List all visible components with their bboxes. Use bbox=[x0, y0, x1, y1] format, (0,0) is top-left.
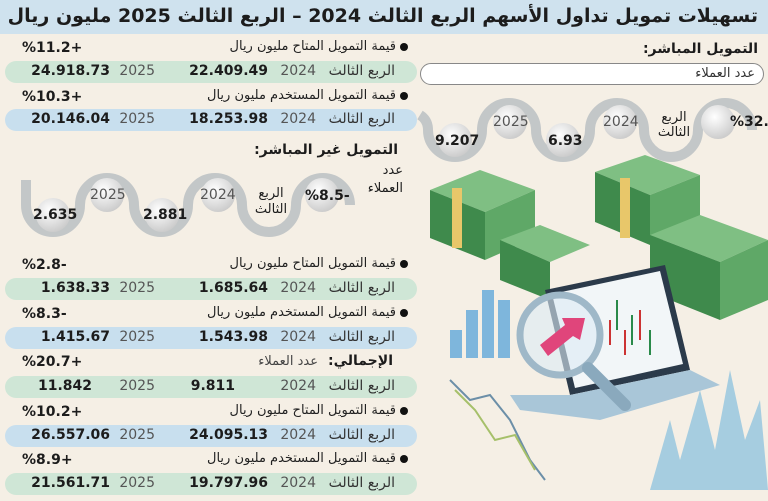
direct-year-2024: 2024 bbox=[603, 114, 639, 130]
magnifier-icon bbox=[516, 291, 631, 411]
value-2025: 21.561.71 bbox=[31, 475, 110, 491]
year-2024: 2024 bbox=[280, 111, 316, 127]
year-2025: 2025 bbox=[119, 63, 155, 79]
direct-clients-2025: 9.207 bbox=[435, 133, 480, 149]
year-2025: 2025 bbox=[119, 329, 155, 345]
direct-available-row: الربع الثالث 2024 22.409.49 2025 24.918.73 bbox=[5, 61, 417, 83]
value-2024: 18.253.98 bbox=[189, 111, 268, 127]
indirect-used-change: %8.3- bbox=[22, 306, 67, 322]
direct-heading: التمويل المباشر: bbox=[642, 41, 758, 57]
year-2025: 2025 bbox=[119, 475, 155, 491]
year-2024: 2024 bbox=[280, 475, 316, 491]
direct-used-change: %10.3+ bbox=[22, 89, 83, 105]
value-2025: 24.918.73 bbox=[31, 63, 110, 79]
total-heading: الإجمالي: bbox=[328, 353, 393, 369]
year-2025: 2025 bbox=[119, 280, 155, 296]
direct-clients-label: عدد العملاء bbox=[695, 66, 755, 81]
indirect-clients-change: %8.5- bbox=[305, 188, 350, 204]
indirect-clients-label: عدد العملاء bbox=[367, 163, 403, 196]
year-2024: 2024 bbox=[280, 63, 316, 79]
total-clients-label: عدد العملاء bbox=[258, 354, 318, 369]
direct-quarter-label: الربع الثالث bbox=[657, 110, 691, 140]
bullet-icon bbox=[400, 454, 408, 463]
year-2024: 2024 bbox=[280, 329, 316, 345]
indirect-year-2024: 2024 bbox=[200, 187, 236, 203]
year-2024: 2024 bbox=[280, 280, 316, 296]
label-text: قيمة التمويل المستخدم مليون ريال bbox=[207, 451, 396, 466]
year-2025: 2025 bbox=[119, 427, 155, 443]
direct-clients-box: عدد العملاء bbox=[420, 63, 764, 85]
label-text: قيمة التمويل المتاح مليون ريال bbox=[229, 403, 396, 418]
value-2025: 11.842 bbox=[37, 378, 92, 394]
value-2024: 1.543.98 bbox=[198, 329, 268, 345]
total-used-change: %8.9+ bbox=[22, 452, 73, 468]
bullet-icon bbox=[400, 42, 408, 51]
direct-timeline-path bbox=[417, 98, 757, 162]
bullet-icon bbox=[400, 259, 408, 268]
value-2024: 19.797.96 bbox=[189, 475, 268, 491]
header-bar: تسهيلات تمويل تداول الأسهم الربع الثالث … bbox=[0, 0, 768, 34]
area-chart-icon bbox=[650, 370, 768, 490]
value-2024: 24.095.13 bbox=[189, 427, 268, 443]
total-used-row: الربع الثالث 2024 19.797.96 2025 21.561.71 bbox=[5, 473, 417, 495]
year-2025: 2025 bbox=[119, 378, 155, 394]
indirect-heading: التمويل غير المباشر: bbox=[254, 142, 398, 158]
money-stack-icon bbox=[430, 155, 768, 320]
label-text: قيمة التمويل المتاح مليون ريال bbox=[229, 39, 396, 54]
value-2025: 1.415.67 bbox=[40, 329, 110, 345]
quarter: الربع الثالث bbox=[328, 280, 395, 296]
indirect-quarter-label: الربع الثالث bbox=[254, 186, 288, 217]
direct-used-label: قيمة التمويل المستخدم مليون ريال bbox=[207, 88, 408, 103]
quarter: الربع الثالث bbox=[328, 378, 395, 394]
year-2024: 2024 bbox=[280, 378, 316, 394]
indirect-used-label: قيمة التمويل المستخدم مليون ريال bbox=[207, 305, 408, 320]
quarter: الربع الثالث bbox=[328, 63, 395, 79]
timeline-balls bbox=[36, 105, 735, 232]
value-2024: 1.685.64 bbox=[198, 280, 268, 296]
year-2025: 2025 bbox=[119, 111, 155, 127]
value-2024: 22.409.49 bbox=[189, 63, 268, 79]
page-title: تسهيلات تمويل تداول الأسهم الربع الثالث … bbox=[7, 5, 758, 27]
label-text: قيمة التمويل المستخدم مليون ريال bbox=[207, 305, 396, 320]
total-used-label: قيمة التمويل المستخدم مليون ريال bbox=[207, 451, 408, 466]
direct-year-2025: 2025 bbox=[493, 114, 529, 130]
value-2024: 9.811 bbox=[190, 378, 235, 394]
total-available-change: %10.2+ bbox=[22, 404, 83, 420]
label-text: قيمة التمويل المستخدم مليون ريال bbox=[207, 88, 396, 103]
value-2025: 26.557.06 bbox=[31, 427, 110, 443]
bullet-icon bbox=[400, 406, 408, 415]
total-available-row: الربع الثالث 2024 24.095.13 2025 26.557.06 bbox=[5, 425, 417, 447]
indirect-clients-2024: 2.881 bbox=[143, 207, 188, 223]
indirect-used-row: الربع الثالث 2024 1.543.98 2025 1.415.67 bbox=[5, 327, 417, 349]
bar-chart-icon bbox=[450, 290, 510, 358]
indirect-year-2025: 2025 bbox=[90, 187, 126, 203]
indirect-available-label: قيمة التمويل المتاح مليون ريال bbox=[230, 256, 408, 271]
year-2024: 2024 bbox=[280, 427, 316, 443]
value-2025: 1.638.33 bbox=[40, 280, 110, 296]
total-available-label: قيمة التمويل المتاح مليون ريال bbox=[230, 403, 408, 418]
quarter: الربع الثالث bbox=[328, 475, 395, 491]
bullet-icon bbox=[400, 91, 408, 100]
direct-clients-2024: 6.93 bbox=[548, 133, 583, 149]
total-clients-change: %20.7+ bbox=[22, 354, 83, 370]
indirect-available-row: الربع الثالث 2024 1.685.64 2025 1.638.33 bbox=[5, 278, 417, 300]
direct-available-label: قيمة التمويل المتاح مليون ريال bbox=[230, 39, 408, 54]
value-2025: 20.146.04 bbox=[31, 111, 110, 127]
quarter: الربع الثالث bbox=[328, 329, 395, 345]
quarter: الربع الثالث bbox=[328, 111, 395, 127]
bullet-icon bbox=[400, 308, 408, 317]
direct-available-change: %11.2+ bbox=[22, 40, 83, 56]
indirect-available-change: %2.8- bbox=[22, 257, 67, 273]
indirect-clients-2025: 2.635 bbox=[33, 207, 78, 223]
line-chart-icon bbox=[449, 379, 546, 481]
indirect-timeline-path bbox=[21, 173, 355, 237]
quarter: الربع الثالث bbox=[328, 427, 395, 443]
total-clients-row: الربع الثالث 2024 9.811 2025 11.842 bbox=[5, 376, 417, 398]
direct-clients-change: %32.8+ bbox=[730, 114, 768, 130]
direct-used-row: الربع الثالث 2024 18.253.98 2025 20.146.04 bbox=[5, 109, 417, 131]
label-text: قيمة التمويل المتاح مليون ريال bbox=[229, 256, 396, 271]
